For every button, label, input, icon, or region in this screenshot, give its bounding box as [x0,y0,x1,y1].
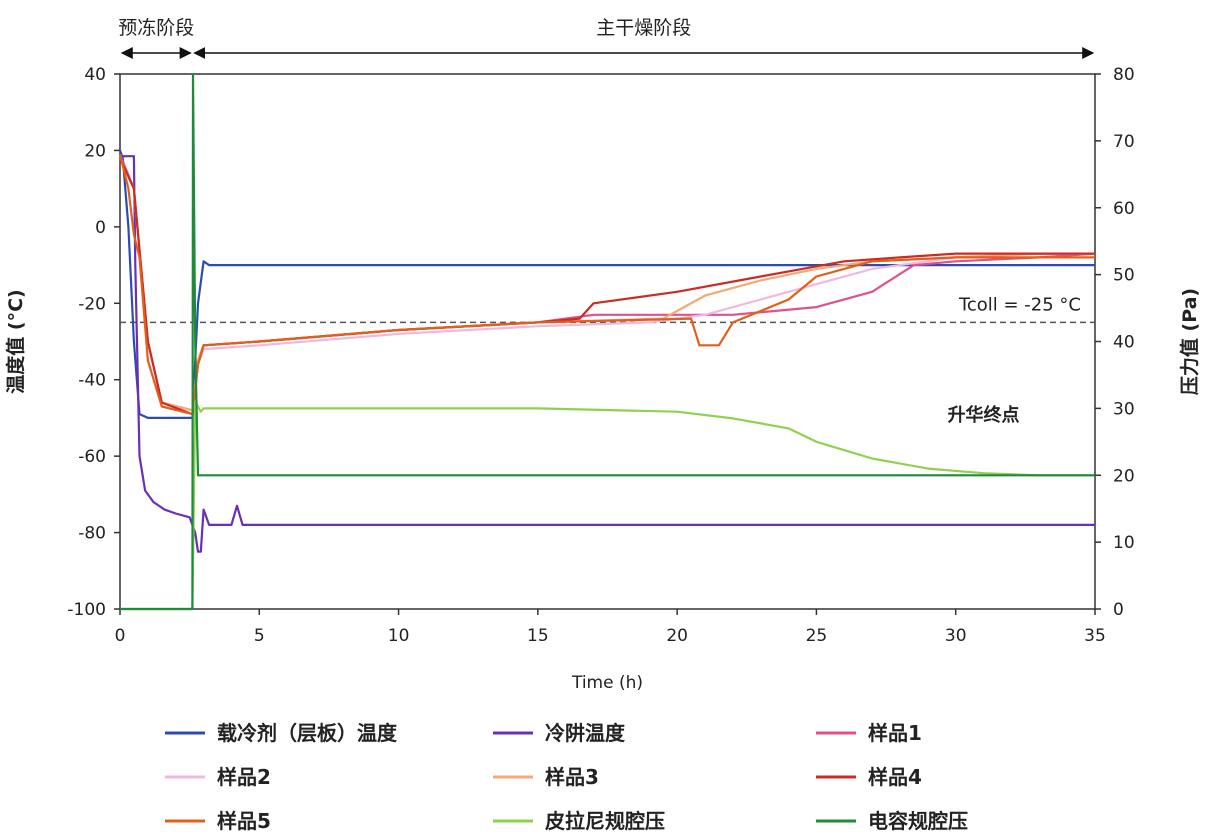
x-tick-label: 20 [666,626,688,646]
series-line-2 [119,155,1095,553]
y-right-axis-title: 压力值 (Pa) [1178,288,1201,395]
legend-label: 样品2 [217,765,271,789]
y-right-tick-label: 20 [1113,466,1135,486]
y-left-tick-label: -80 [78,524,106,544]
series-line-9 [120,72,1095,611]
y-right-tick-label: 30 [1113,399,1135,419]
legend-label: 样品4 [868,765,922,789]
y-left-tick-label: -100 [67,600,106,620]
y-right-tick-label: 80 [1113,65,1135,85]
series-line-5 [118,157,1095,412]
legend-label: 电容规腔压 [868,809,968,833]
y-left-tick-label: 40 [84,65,106,85]
y-right-tick-label: 40 [1113,333,1135,353]
legend-label: 样品5 [217,809,271,833]
phase-label: 预冻阶段 [118,17,194,39]
x-tick-label: 30 [945,626,967,646]
series-line-1 [118,150,1095,419]
series-line-8 [120,400,1095,611]
x-tick-label: 10 [388,626,410,646]
legend-label: 样品3 [545,765,599,789]
series-line-3 [118,153,1096,412]
legend-label: 样品1 [868,721,922,745]
y-left-tick-label: -60 [78,447,106,467]
x-tick-label: 0 [115,626,126,646]
y-right-tick-label: 50 [1113,266,1135,286]
y-left-tick-label: 0 [95,218,106,238]
legend-label: 冷阱温度 [545,721,626,745]
series-line-4 [118,157,1095,412]
series-line-7 [118,154,1095,416]
x-tick-label: 35 [1084,626,1106,646]
y-left-axis-title: 温度值 (°C) [4,289,27,393]
y-left-tick-label: -40 [78,371,106,391]
x-tick-label: 25 [806,626,828,646]
plot-area: 0 5 10 15 20 25 30 35 -100 -80 -60 -40 -20 0 20 40 0 10 20… [4,17,1201,833]
annotation-label: 升华终点 [948,404,1020,426]
legend-label: 载冷剂（层板）温度 [217,721,398,745]
legend-label: 皮拉尼规腔压 [545,809,665,833]
y-right-tick-label: 10 [1113,533,1135,553]
reference-line-label: Tcoll = -25 °C [958,294,1081,315]
y-right-tick-label: 70 [1113,132,1135,152]
y-left-tick-label: 20 [84,141,106,161]
x-axis-title: Time (h) [571,673,643,693]
y-left-tick-label: -20 [78,294,106,314]
x-tick-label: 5 [254,626,265,646]
phase-label: 主干燥阶段 [596,17,691,39]
y-right-tick-label: 60 [1113,199,1135,219]
series-line-6 [118,157,1095,416]
y-right-tick-label: 0 [1113,600,1124,620]
x-tick-label: 15 [527,626,549,646]
